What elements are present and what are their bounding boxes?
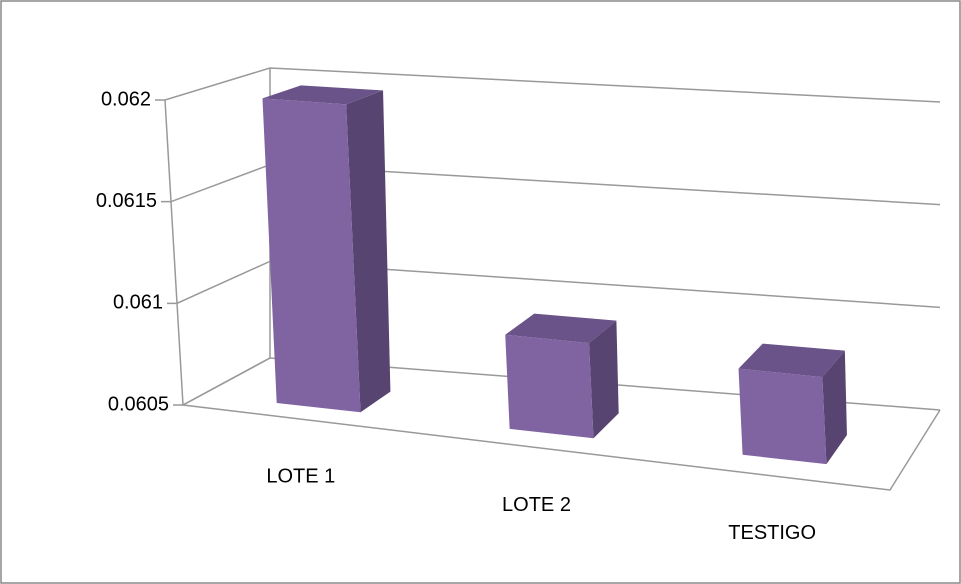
bar-front: [738, 368, 827, 465]
bar-side: [589, 320, 619, 439]
bar: [262, 85, 391, 413]
x-tick-label: TESTIGO: [728, 522, 816, 544]
bar-front: [505, 334, 594, 439]
bar-top: [262, 85, 384, 105]
x-tick-label: LOTE 1: [266, 465, 335, 487]
y-tick-label: 0.061: [113, 292, 163, 314]
y-tick-label: 0.062: [101, 88, 151, 110]
bar-side: [346, 90, 391, 413]
bar-front: [262, 98, 361, 413]
grid-line: [161, 163, 941, 206]
y-tick-label: 0.0615: [96, 190, 157, 212]
bar-top: [738, 343, 845, 378]
bar-side: [822, 350, 847, 465]
y-tick-label: 0.0605: [108, 393, 169, 415]
y-axis: [164, 99, 184, 406]
bar-top: [505, 313, 617, 344]
bar: [505, 313, 619, 439]
grid-line: [167, 260, 941, 309]
grid-line: [155, 67, 941, 103]
x-tick-label: LOTE 2: [502, 494, 571, 516]
bar: [738, 343, 847, 465]
